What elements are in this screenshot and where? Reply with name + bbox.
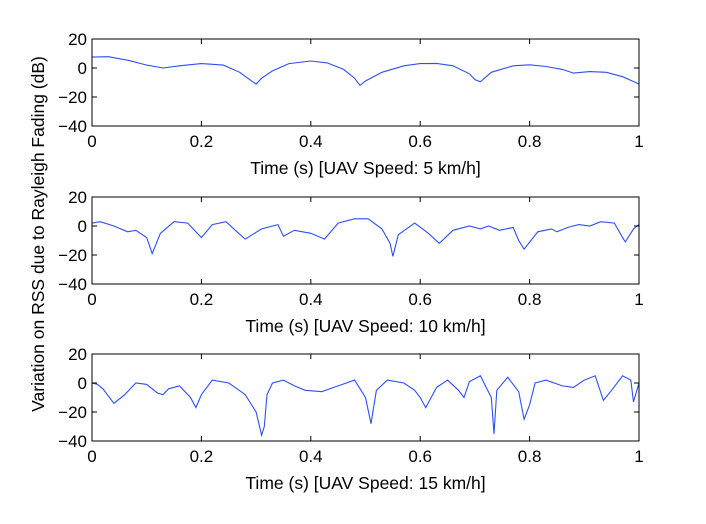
x-tick-label: 0.4 bbox=[299, 447, 323, 466]
x-tick-label: 1 bbox=[634, 132, 643, 151]
x-tick-label: 0.2 bbox=[190, 447, 214, 466]
axes-frame-3 bbox=[91, 353, 640, 442]
y-tick-label: −40 bbox=[58, 432, 87, 451]
x-tick-label: 0.6 bbox=[408, 132, 432, 151]
y-tick-label: −20 bbox=[58, 88, 87, 107]
x-tick-label: 0.8 bbox=[518, 290, 542, 309]
y-tick-label: 0 bbox=[78, 217, 87, 236]
x-tick-label: 1 bbox=[634, 447, 643, 466]
series-line-1-1 bbox=[92, 56, 639, 87]
x-tick-label: 1 bbox=[634, 290, 643, 309]
y-tick-label: −20 bbox=[58, 403, 87, 422]
axes-frame-2 bbox=[91, 196, 640, 285]
y-tick-label: −40 bbox=[58, 275, 87, 294]
x-tick-label: 0.8 bbox=[518, 447, 542, 466]
x-tick-label: 0.6 bbox=[408, 290, 432, 309]
x-tick-label: 0 bbox=[87, 447, 96, 466]
x-tick-label: 0.6 bbox=[408, 447, 432, 466]
y-tick-label: 20 bbox=[68, 345, 87, 364]
x-tick-label: 0.2 bbox=[190, 132, 214, 151]
y-tick-label: 0 bbox=[78, 59, 87, 78]
x-tick-label: 0.2 bbox=[190, 290, 214, 309]
subplot-2: 0 0.2 0.4 0.6 0.8 1 20 0 −20 −40 Time (s) [UAV Spe… bbox=[58, 188, 644, 336]
x-tick-label: 0.4 bbox=[299, 132, 323, 151]
y-tick-label: −20 bbox=[58, 246, 87, 265]
x-tick-label: 0 bbox=[87, 132, 96, 151]
x-axis-label-1: Time (s) [UAV Speed: 5 km/h] bbox=[250, 158, 480, 178]
subplot-3: 0 0.2 0.4 0.6 0.8 1 20 0 −20 −40 Time (s) [UAV Spe… bbox=[58, 345, 644, 493]
y-tick-label: 20 bbox=[68, 188, 87, 207]
x-tick-label: 0.8 bbox=[518, 132, 542, 151]
subplot-1: 0 0.2 0.4 0.6 0.8 1 20 0 −20 −40 Time (s) [UAV Spe… bbox=[58, 30, 644, 178]
x-tick-label: 0.4 bbox=[299, 290, 323, 309]
x-tick-label: 0 bbox=[87, 290, 96, 309]
shared-y-axis-label: Variation on RSS due to Rayleigh Fading … bbox=[28, 56, 48, 412]
x-axis-label-3: Time (s) [UAV Speed: 15 km/h] bbox=[245, 473, 485, 493]
y-tick-label: −40 bbox=[58, 117, 87, 136]
y-tick-label: 0 bbox=[78, 374, 87, 393]
series-line-3-1 bbox=[92, 375, 639, 438]
y-tick-label: 20 bbox=[68, 30, 87, 49]
x-axis-label-2: Time (s) [UAV Speed: 10 km/h] bbox=[245, 316, 485, 336]
axes-frame-1 bbox=[91, 38, 640, 127]
series-line-2-1 bbox=[92, 218, 639, 257]
